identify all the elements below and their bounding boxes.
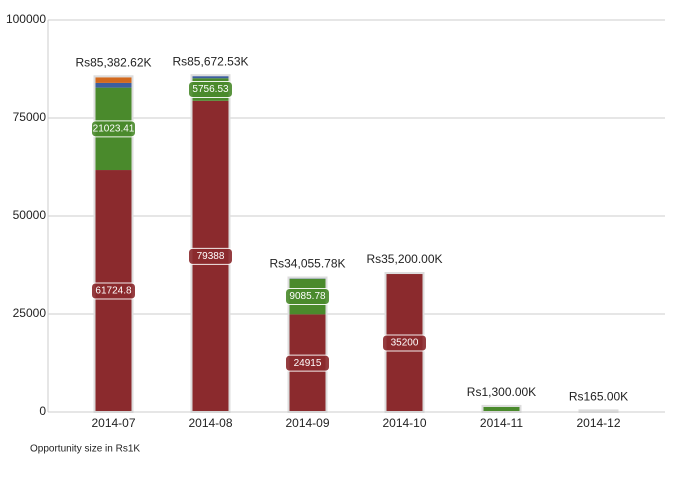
bar-segment [95, 77, 132, 83]
segment-label: 79388 [197, 251, 225, 262]
segment-label-box [188, 247, 233, 265]
segment-label: 61724.8 [95, 286, 132, 297]
segment-label-box [188, 81, 233, 99]
bar-segment [192, 76, 229, 79]
segment-label: 21023.41 [93, 123, 135, 134]
segment-label: 35200 [391, 338, 419, 349]
x-tick-label: 2014-10 [382, 416, 426, 430]
total-label: Rs1,300.00K [467, 385, 536, 399]
bar-segment [483, 406, 520, 412]
total-label: Rs34,055.78K [269, 257, 345, 271]
segment-label: 24915 [294, 358, 322, 369]
x-tick-label: 2014-07 [91, 416, 135, 430]
bar-segment [95, 82, 132, 88]
x-tick-label: 2014-12 [576, 416, 620, 430]
total-label: Rs35,200.00K [366, 252, 442, 266]
y-tick-label: 50000 [13, 208, 47, 222]
total-label: Rs165.00K [569, 390, 628, 404]
x-tick-label: 2014-11 [480, 416, 523, 430]
y-tick-label: 100000 [6, 12, 46, 26]
segment-label-box [285, 288, 330, 306]
segment-label-box [91, 120, 136, 138]
segment-label-box [285, 354, 330, 372]
total-label: Rs85,382.62K [75, 55, 151, 69]
axis-caption: Opportunity size in Rs1K [30, 444, 140, 455]
segment-label: 9085.78 [289, 291, 326, 302]
x-tick-label: 2014-08 [188, 416, 232, 430]
y-tick-label: 0 [39, 404, 46, 418]
y-tick-label: 25000 [13, 306, 47, 320]
total-label: Rs85,672.53K [172, 54, 248, 68]
segment-label-box [91, 282, 136, 300]
segment-label-box [382, 334, 427, 352]
x-tick-label: 2014-09 [285, 416, 329, 430]
y-tick-label: 75000 [13, 110, 47, 124]
segment-label: 5756.53 [192, 84, 229, 95]
